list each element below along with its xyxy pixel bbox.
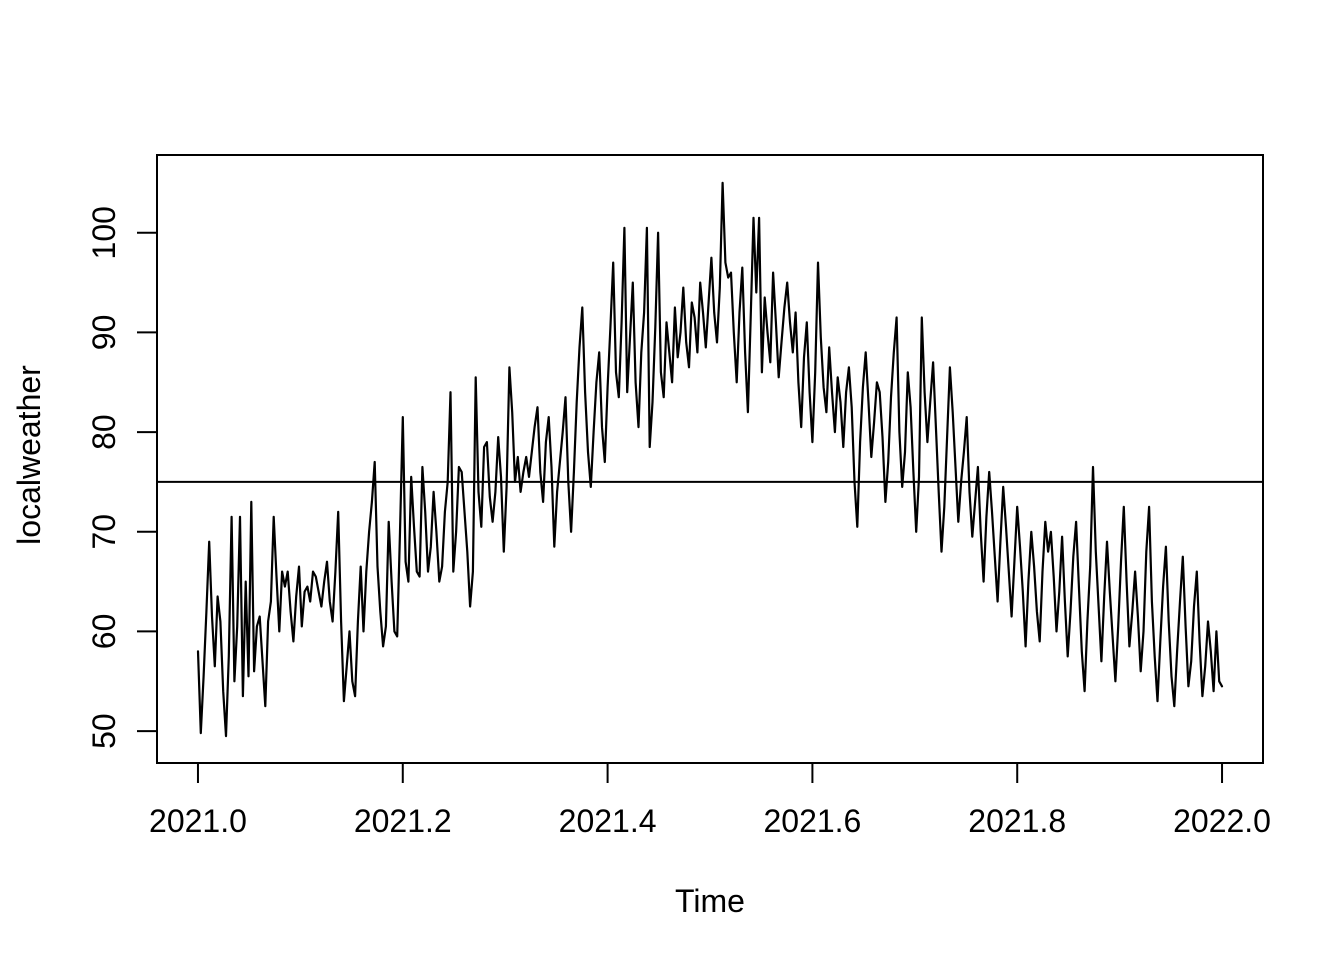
x-tick-label: 2021.0 <box>149 803 247 839</box>
x-tick-label: 2022.0 <box>1173 803 1271 839</box>
y-axis: 50 60 70 80 90 100 <box>86 206 157 749</box>
x-axis-title: Time <box>675 883 745 919</box>
y-tick-label: 50 <box>86 713 122 749</box>
x-tick-label: 2021.8 <box>968 803 1066 839</box>
y-tick-label: 90 <box>86 315 122 351</box>
y-tick-label: 80 <box>86 414 122 450</box>
plot-area <box>156 154 1264 764</box>
y-tick-label: 70 <box>86 514 122 550</box>
plot-box <box>156 154 1264 764</box>
y-tick-label: 100 <box>86 206 122 259</box>
y-tick-label: 60 <box>86 614 122 650</box>
x-tick-label: 2021.2 <box>354 803 452 839</box>
x-tick-label: 2021.4 <box>559 803 657 839</box>
series-line <box>196 181 1224 738</box>
y-axis-title: localweather <box>11 365 47 545</box>
x-axis: 2021.0 2021.2 2021.4 2021.6 2021.8 2022.0 <box>149 763 1271 839</box>
x-tick-label: 2021.6 <box>763 803 861 839</box>
